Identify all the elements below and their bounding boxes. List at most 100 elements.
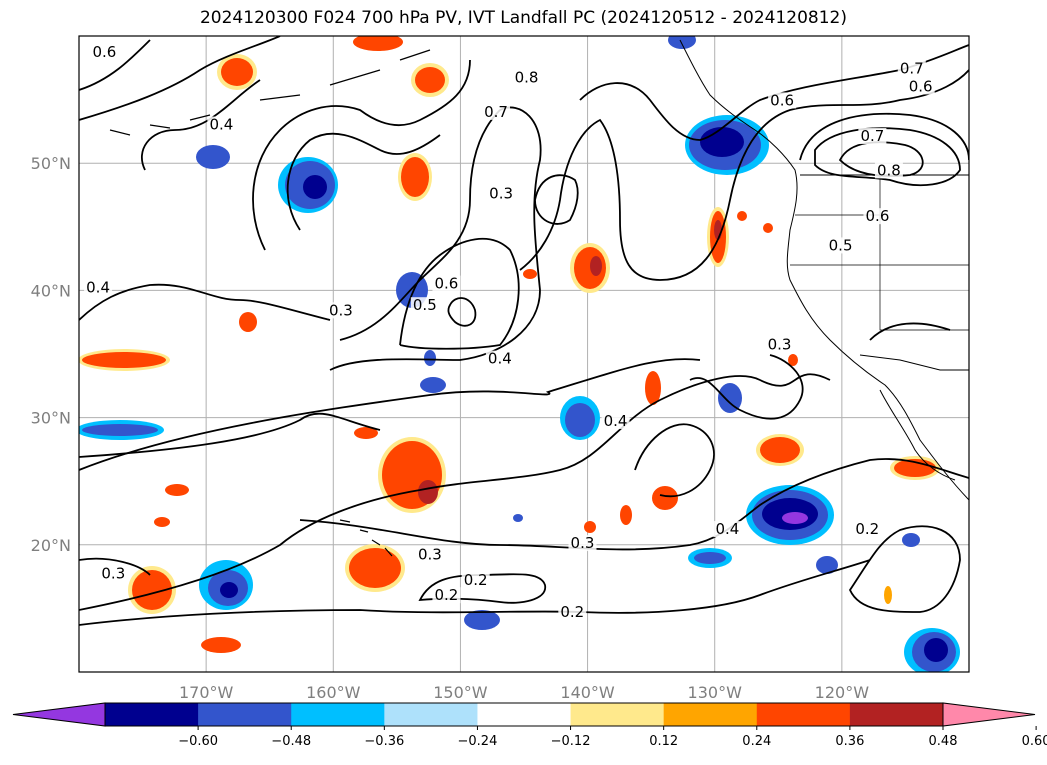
contour-label-bg: [713, 521, 742, 538]
pv-positive-blob: [584, 521, 596, 533]
contour-label: 0.4: [488, 350, 512, 368]
latitude-labels: 50°N 40°N 30°N 20°N: [31, 154, 71, 555]
colorbar-tick-label: −0.12: [551, 734, 591, 749]
lon-tick-label: 130°W: [688, 683, 743, 702]
contour-label-bg: [863, 208, 892, 225]
contour-label-bg: [432, 587, 461, 604]
contour-line: [799, 112, 969, 161]
pv-negative-blob: [668, 36, 696, 49]
lat-tick-label: 40°N: [31, 281, 71, 300]
pv-positive-blob: [884, 586, 892, 604]
contour-line: [848, 525, 961, 613]
colorbar-segment: [105, 703, 199, 726]
contour-label: 0.3: [571, 534, 595, 552]
contour-label: 0.3: [418, 546, 442, 564]
pv-negative-blob: [924, 638, 948, 662]
pv-positive-blob: [354, 427, 378, 439]
contour-label-bg: [485, 350, 514, 367]
contour-label: 0.3: [329, 301, 353, 319]
contour-line: [418, 573, 546, 604]
contour-label-bg: [326, 302, 355, 319]
contour-labels: 0.60.80.70.60.70.80.60.50.70.60.40.30.60…: [84, 43, 935, 621]
contour-line: [519, 69, 969, 281]
pv-positive-blob: [401, 157, 429, 197]
contour-label-bg: [90, 44, 119, 61]
chart-title: 2024120300 F024 700 hPa PV, IVT Landfall…: [199, 8, 847, 28]
contour-label: 0.6: [435, 275, 459, 293]
lon-tick-label: 160°W: [306, 683, 361, 702]
colorbar-segment: [663, 703, 758, 726]
pv-negative-blob: [513, 514, 523, 522]
contour-line: [79, 36, 281, 121]
contour-label-bg: [482, 103, 511, 120]
pv-positive-blob: [760, 437, 800, 463]
lon-tick-label: 120°W: [815, 683, 870, 702]
colorbar-segment: [570, 703, 665, 726]
contour-label-bg: [826, 237, 855, 254]
pv-negative-blob: [464, 610, 500, 630]
colorbar-tick-label: −0.24: [458, 734, 498, 749]
lat-tick-label: 20°N: [31, 536, 71, 555]
pv-positive-blob: [239, 312, 257, 332]
pv-negative-blob: [424, 350, 436, 366]
colorbar: −0.60 −0.48 −0.36 −0.24 −0.12 0.12 0.24 0.36 0.4…: [12, 702, 1047, 749]
contour-label: 0.4: [604, 412, 628, 430]
contour-label-bg: [568, 535, 597, 552]
pv-negative-blob: [902, 533, 920, 547]
contour-label-bg: [512, 69, 541, 86]
contour-line: [79, 39, 151, 91]
contour-label-bg: [906, 78, 935, 95]
contour-label-bg: [410, 297, 439, 314]
pv-negative-blob: [816, 556, 838, 574]
contour-label: 0.6: [866, 207, 890, 225]
contour-label: 0.7: [860, 127, 884, 145]
contour-label: 0.6: [909, 77, 933, 95]
lon-tick-label: 140°W: [560, 683, 615, 702]
contour-label: 0.6: [770, 91, 794, 109]
contour-label-bg: [432, 275, 461, 292]
colorbar-tick-label: 0.12: [649, 734, 678, 749]
us-mexico-border: [859, 354, 969, 371]
baja-coast: [879, 389, 956, 481]
contour-label: 0.3: [101, 565, 125, 583]
contour-label: 0.4: [715, 520, 739, 538]
pv-negative-blob: [565, 403, 595, 437]
pv-positive-blob: [894, 459, 936, 477]
contour-line: [869, 322, 951, 341]
contour-line: [634, 423, 715, 498]
contour-label-bg: [84, 279, 113, 296]
pv-positive-blob: [645, 371, 661, 405]
pv-positive-blob: [788, 354, 798, 366]
contour-line: [79, 559, 871, 626]
contour-line: [329, 106, 542, 371]
pv-positive-blob: [221, 58, 253, 86]
colorbar-tick-label: 0.60: [1022, 734, 1047, 749]
colorbar-segment: [291, 703, 385, 726]
contour-label: 0.7: [484, 103, 508, 121]
pv-negative-blob: [220, 582, 238, 598]
colorbar-extend-min: [12, 702, 106, 727]
lon-tick-label: 150°W: [433, 683, 488, 702]
contour-label: 0.5: [829, 236, 853, 254]
longitude-labels: 170°W 160°W 150°W 140°W 130°W 120°W: [179, 683, 869, 702]
colorbar-tick-label: −0.48: [271, 734, 311, 749]
contour-line: [79, 283, 331, 321]
contour-label-bg: [461, 571, 490, 588]
contour-label-bg: [853, 521, 882, 538]
colorbar-segment: [756, 703, 851, 726]
contour-label-bg: [207, 116, 236, 133]
state-border: [879, 175, 969, 331]
colorbar-tick-label: −0.60: [178, 734, 218, 749]
pv-positive-blob: [652, 486, 678, 510]
contour-line: [447, 297, 477, 327]
contour-line: [286, 132, 441, 231]
contour-line: [79, 412, 381, 458]
contour-line: [79, 358, 701, 471]
contour-label-bg: [99, 565, 128, 582]
pv-negative-blob: [82, 424, 158, 436]
pv-positive-blob: [763, 223, 773, 233]
contour-label: 0.2: [855, 520, 879, 538]
colorbar-tick-label: 0.24: [742, 734, 771, 749]
contour-line: [299, 458, 969, 551]
